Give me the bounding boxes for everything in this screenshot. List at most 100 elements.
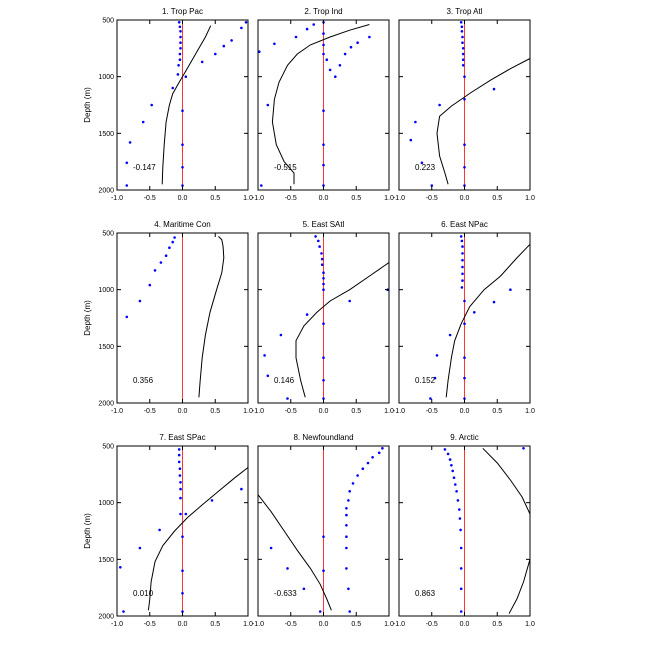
- data-point: [181, 109, 184, 112]
- data-point: [179, 487, 182, 491]
- data-point: [371, 456, 374, 459]
- panel-data: [258, 21, 371, 187]
- data-point: [430, 184, 434, 187]
- x-tick-label: 0.0: [178, 621, 188, 628]
- panel-data: [443, 447, 530, 614]
- data-point: [210, 499, 214, 502]
- data-point: [179, 30, 182, 33]
- data-point: [433, 376, 437, 380]
- data-point: [178, 467, 182, 471]
- x-tick-label: -1.0: [111, 195, 123, 202]
- data-point: [461, 52, 465, 56]
- y-tick-label: 1000: [98, 500, 114, 507]
- x-tick-label: 0.5: [492, 195, 502, 202]
- data-point: [150, 103, 153, 107]
- x-tick-label: -1.0: [393, 195, 405, 202]
- panel-data: [429, 235, 530, 400]
- y-tick-label: 1500: [98, 557, 114, 564]
- data-point: [366, 461, 370, 465]
- y-axis-label: Depth (m): [83, 513, 92, 549]
- data-point: [322, 569, 325, 572]
- data-point: [345, 513, 348, 517]
- data-point: [176, 73, 180, 76]
- series-curve: [271, 24, 370, 185]
- data-point: [463, 299, 466, 303]
- data-point: [318, 245, 321, 248]
- x-tick-label: -1.0: [393, 408, 405, 415]
- panel-title: 9. Arctic: [450, 433, 478, 442]
- data-point: [305, 313, 309, 316]
- panel-data: [119, 448, 248, 613]
- data-point: [178, 25, 182, 29]
- x-tick-label: 0.0: [460, 621, 470, 628]
- x-tick-label: -0.5: [144, 195, 156, 202]
- data-point: [279, 333, 283, 337]
- data-point: [463, 98, 466, 101]
- data-point: [179, 47, 182, 50]
- x-tick-label: 1.0: [525, 621, 535, 628]
- x-tick-label: 0.5: [351, 195, 361, 202]
- series-curve: [436, 58, 530, 185]
- x-tick-label: 1.0: [243, 621, 253, 628]
- panel-1: 1. Trop Pac -1.0 -0.5 0.0 0.5 1.0 500 1000 1500 2…: [83, 7, 253, 202]
- data-point: [178, 474, 182, 477]
- data-point: [318, 610, 322, 613]
- data-point: [322, 32, 325, 35]
- panel-6: 6. East NPac -1.0 -0.5 0.0 0.5 1.0 0.152: [393, 220, 535, 415]
- panel-data: [125, 21, 248, 187]
- data-point: [459, 587, 463, 591]
- data-point: [177, 64, 180, 67]
- data-point: [322, 109, 325, 112]
- data-point: [320, 263, 324, 267]
- y-tick-label: 500: [102, 444, 114, 451]
- panel-9: 9. Arctic -1.0 -0.5 0.0 0.5 1.0 0.863: [393, 433, 535, 628]
- data-point: [345, 567, 348, 570]
- data-point: [460, 286, 464, 289]
- data-point: [435, 354, 439, 357]
- data-point: [260, 184, 263, 187]
- data-point: [343, 52, 347, 56]
- data-point: [266, 374, 270, 378]
- x-tick-label: 1.0: [243, 408, 253, 415]
- x-tick-label: 0.0: [460, 195, 470, 202]
- data-point: [458, 508, 461, 511]
- series-curve: [445, 243, 530, 398]
- data-point: [463, 75, 466, 78]
- data-point: [273, 42, 276, 46]
- data-point: [446, 452, 450, 456]
- x-tick-label: -1.0: [111, 408, 123, 415]
- data-point: [429, 397, 432, 400]
- series-curve: [161, 25, 212, 185]
- data-point: [305, 27, 309, 31]
- x-tick-label: -0.5: [426, 621, 438, 628]
- data-point: [351, 482, 355, 485]
- data-point: [158, 528, 161, 532]
- data-point: [177, 21, 181, 24]
- x-tick-label: 0.0: [178, 195, 188, 202]
- data-point: [178, 52, 182, 56]
- data-point: [328, 68, 332, 72]
- correlation-label: -0.515: [274, 163, 297, 172]
- panel-data: [125, 236, 225, 398]
- data-point: [214, 52, 217, 56]
- data-point: [258, 50, 261, 53]
- series-curve: [258, 494, 332, 611]
- data-point: [119, 566, 122, 569]
- data-point: [230, 39, 233, 42]
- correlation-label: 0.863: [415, 589, 436, 598]
- x-tick-label: 0.5: [351, 408, 361, 415]
- data-point: [463, 322, 466, 326]
- panel-data: [263, 235, 389, 400]
- data-point: [164, 254, 168, 257]
- data-point: [148, 283, 152, 287]
- x-tick-label: 0.5: [210, 621, 220, 628]
- data-point: [138, 299, 142, 303]
- data-point: [459, 21, 463, 24]
- panel-2: 2. Trop Ind -1.0 -0.5 0.0 0.5 1.0 -0.515: [252, 7, 394, 202]
- data-point: [317, 239, 320, 243]
- data-point: [345, 507, 348, 510]
- x-tick-label: 0.5: [210, 195, 220, 202]
- x-tick-label: 1.0: [243, 195, 253, 202]
- y-tick-label: 500: [102, 18, 114, 25]
